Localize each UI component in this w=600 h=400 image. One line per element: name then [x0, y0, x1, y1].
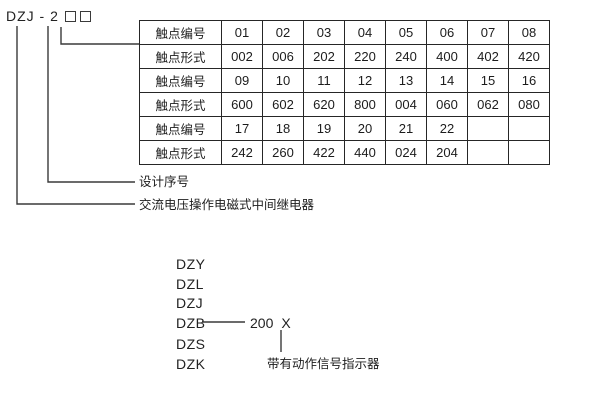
dzb-variant: X [281, 315, 291, 331]
row-label-cell: 触点编号 [139, 68, 222, 93]
design-serial-label: 设计序号 [139, 175, 190, 189]
value-cell: 260 [262, 140, 304, 165]
row-label-cell: 触点编号 [139, 116, 222, 141]
contact-code-connector-line [60, 27, 140, 45]
value-cell: 12 [344, 68, 386, 93]
relay-type-label: 交流电压操作电磁式中间继电器 [139, 198, 315, 212]
value-cell: 15 [467, 68, 509, 93]
table-row: 触点形式 002 006 202 220 240 400 402 420 [139, 44, 550, 69]
relay-type-connector-line [16, 26, 135, 205]
value-cell: 13 [385, 68, 427, 93]
value-cell: 440 [344, 140, 386, 165]
value-cell [508, 116, 550, 141]
model-code: DZJ - 2 [6, 8, 91, 24]
value-cell: 05 [385, 20, 427, 45]
value-cell: 02 [262, 20, 304, 45]
table-row: 触点编号 17 18 19 20 21 22 [139, 116, 550, 141]
row-label-cell: 触点形式 [139, 140, 222, 165]
table-row: 触点形式 242 260 422 440 024 204 [139, 140, 550, 165]
value-cell: 004 [385, 92, 427, 117]
model-list-item-dzb: DZB [176, 315, 206, 331]
value-cell: 204 [426, 140, 468, 165]
row-label-cell: 触点形式 [139, 92, 222, 117]
value-cell: 06 [426, 20, 468, 45]
value-cell: 16 [508, 68, 550, 93]
value-cell: 04 [344, 20, 386, 45]
value-cell: 220 [344, 44, 386, 69]
value-cell [508, 140, 550, 165]
value-cell [467, 140, 509, 165]
value-cell: 420 [508, 44, 550, 69]
value-cell: 17 [221, 116, 263, 141]
value-cell: 062 [467, 92, 509, 117]
value-cell: 242 [221, 140, 263, 165]
value-cell: 400 [426, 44, 468, 69]
value-cell: 024 [385, 140, 427, 165]
value-cell: 11 [303, 68, 345, 93]
table-row: 触点形式 600 602 620 800 004 060 062 080 [139, 92, 550, 117]
model-list-item-dzj: DZJ [176, 295, 204, 311]
model-list-item-dzl: DZL [176, 276, 204, 292]
value-cell: 002 [221, 44, 263, 69]
row-label-cell: 触点形式 [139, 44, 222, 69]
value-cell: 20 [344, 116, 386, 141]
value-cell: 402 [467, 44, 509, 69]
contact-code-table: 触点编号 01 02 03 04 05 06 07 08 触点形式 002 00… [139, 20, 550, 165]
row-label-cell: 触点编号 [139, 20, 222, 45]
value-cell: 620 [303, 92, 345, 117]
indicator-note: 带有动作信号指示器 [267, 357, 380, 371]
model-list-item-dzs: DZS [176, 336, 206, 352]
value-cell: 19 [303, 116, 345, 141]
value-cell: 422 [303, 140, 345, 165]
value-cell: 03 [303, 20, 345, 45]
value-cell: 10 [262, 68, 304, 93]
value-cell: 060 [426, 92, 468, 117]
table-row: 触点编号 01 02 03 04 05 06 07 08 [139, 20, 550, 45]
value-cell: 602 [262, 92, 304, 117]
value-cell: 08 [508, 20, 550, 45]
value-cell [467, 116, 509, 141]
value-cell: 21 [385, 116, 427, 141]
model-code-text: DZJ - 2 [6, 8, 59, 24]
value-cell: 09 [221, 68, 263, 93]
table-row: 触点编号 09 10 11 12 13 14 15 16 [139, 68, 550, 93]
value-cell: 01 [221, 20, 263, 45]
digit-placeholder-box-1 [64, 10, 76, 22]
design-serial-connector-line [47, 26, 135, 183]
value-cell: 080 [508, 92, 550, 117]
value-cell: 07 [467, 20, 509, 45]
value-cell: 202 [303, 44, 345, 69]
value-cell: 600 [221, 92, 263, 117]
value-cell: 18 [262, 116, 304, 141]
value-cell: 22 [426, 116, 468, 141]
value-cell: 800 [344, 92, 386, 117]
model-list-item-dzk: DZK [176, 356, 206, 372]
model-list-item-dzy: DZY [176, 256, 206, 272]
dzb-rating: 200 [250, 315, 274, 331]
value-cell: 006 [262, 44, 304, 69]
value-cell: 240 [385, 44, 427, 69]
value-cell: 14 [426, 68, 468, 93]
digit-placeholder-box-2 [79, 10, 91, 22]
dzb-rating-group: 200 X [250, 316, 291, 330]
